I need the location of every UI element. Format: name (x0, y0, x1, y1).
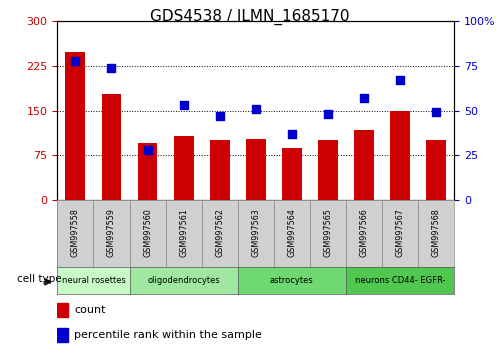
Point (288, 131, 296, 137)
Text: astrocytes: astrocytes (270, 276, 314, 285)
Bar (202, 200, 238, 267)
Text: GSM997560: GSM997560 (143, 208, 152, 257)
Bar (382, 200, 418, 267)
Point (180, 102, 188, 108)
Bar (138, 143, 158, 200)
Bar (246, 139, 265, 200)
Text: oligodendrocytes: oligodendrocytes (147, 276, 220, 285)
Bar (57, 200, 93, 267)
Bar (166, 200, 202, 267)
Bar (390, 110, 410, 200)
Bar (354, 130, 374, 200)
Point (71, 58, 79, 63)
Point (360, 95, 368, 101)
Bar (57, 328, 68, 342)
Point (251, 106, 259, 112)
Text: percentile rank within the sample: percentile rank within the sample (74, 330, 262, 340)
Bar (426, 141, 446, 200)
Point (216, 113, 224, 119)
Point (432, 110, 440, 115)
Bar (210, 141, 230, 200)
Text: GSM997564: GSM997564 (287, 208, 296, 257)
Bar (274, 200, 310, 267)
Bar (310, 200, 346, 267)
Text: GSM997559: GSM997559 (107, 208, 116, 257)
Text: GSM997565: GSM997565 (323, 208, 332, 257)
Bar (174, 136, 194, 200)
Bar (57, 303, 68, 317)
Text: GSM997568: GSM997568 (432, 208, 441, 257)
Bar (318, 141, 338, 200)
Bar (65, 52, 85, 200)
Text: GSM997558: GSM997558 (71, 208, 80, 257)
Bar (418, 200, 454, 267)
Text: cell type: cell type (17, 274, 62, 284)
Text: neurons CD44- EGFR-: neurons CD44- EGFR- (355, 276, 445, 285)
Point (324, 112, 332, 117)
Text: count: count (74, 305, 106, 315)
Text: GSM997567: GSM997567 (396, 208, 405, 257)
Bar (93, 200, 130, 267)
Text: GSM997562: GSM997562 (215, 208, 224, 257)
Bar (102, 94, 121, 200)
Text: GSM997563: GSM997563 (251, 208, 260, 257)
Point (107, 65, 115, 70)
Text: GSM997561: GSM997561 (179, 208, 188, 257)
Bar (282, 148, 302, 200)
Point (396, 78, 404, 83)
Point (144, 147, 152, 153)
Bar (238, 200, 274, 267)
Text: GDS4538 / ILMN_1685170: GDS4538 / ILMN_1685170 (150, 9, 349, 25)
Bar (130, 200, 166, 267)
Text: neural rosettes: neural rosettes (61, 276, 125, 285)
Text: GSM997566: GSM997566 (359, 208, 368, 257)
Bar (346, 200, 382, 267)
